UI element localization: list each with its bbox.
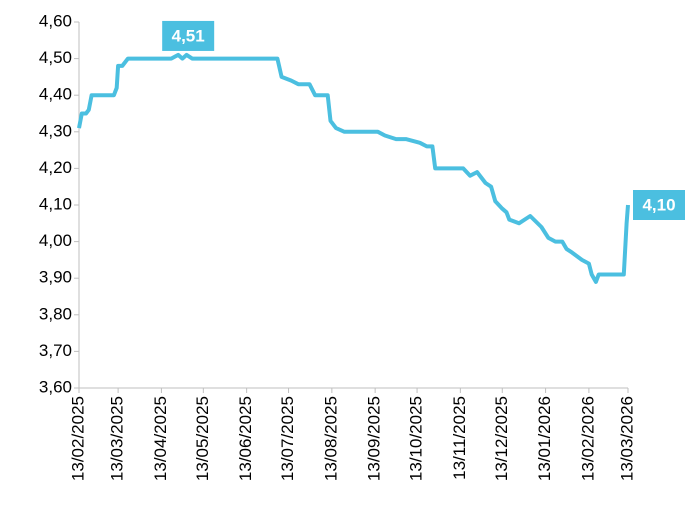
y-tick-label: 4,60	[39, 11, 72, 30]
line-series	[77, 52, 630, 284]
y-tick-label: 4,20	[39, 158, 72, 177]
y-tick-label: 4,30	[39, 121, 72, 140]
x-tick-label: 13/05/2025	[193, 396, 212, 481]
y-tick-label: 3,80	[39, 304, 72, 323]
annotation-label: 4,10	[642, 195, 675, 214]
annotation: 4,10	[633, 190, 685, 220]
annotation-label: 4,51	[172, 26, 205, 45]
x-tick-label: 13/12/2025	[492, 396, 511, 481]
y-tick-label: 4,40	[39, 85, 72, 104]
y-tick-label: 3,70	[39, 341, 72, 360]
y-tick-label: 3,60	[39, 377, 72, 396]
x-tick-label: 13/01/2026	[535, 396, 554, 481]
x-tick-label: 13/11/2025	[450, 396, 469, 480]
x-tick-label: 13/02/2025	[68, 396, 87, 481]
x-tick-label: 13/03/2026	[617, 396, 636, 481]
x-tick-label: 13/10/2025	[407, 396, 426, 481]
y-tick-label: 4,00	[39, 231, 72, 250]
x-tick-label: 13/04/2025	[151, 396, 170, 481]
x-tick-label: 13/02/2026	[578, 396, 597, 481]
annotation-box	[633, 190, 685, 220]
y-tick-label: 3,90	[39, 268, 72, 287]
annotation: 4,51	[162, 20, 215, 51]
y-tick-label: 4,10	[39, 194, 72, 213]
x-tick-label: 13/06/2025	[236, 396, 255, 481]
annotation-box	[162, 20, 215, 51]
x-tick-label: 13/09/2025	[365, 396, 384, 481]
y-tick-label: 4,50	[39, 48, 72, 67]
x-tick-label: 13/08/2025	[321, 396, 340, 481]
x-tick-label: 13/07/2025	[278, 396, 297, 481]
x-tick-label: 13/03/2025	[108, 396, 127, 481]
